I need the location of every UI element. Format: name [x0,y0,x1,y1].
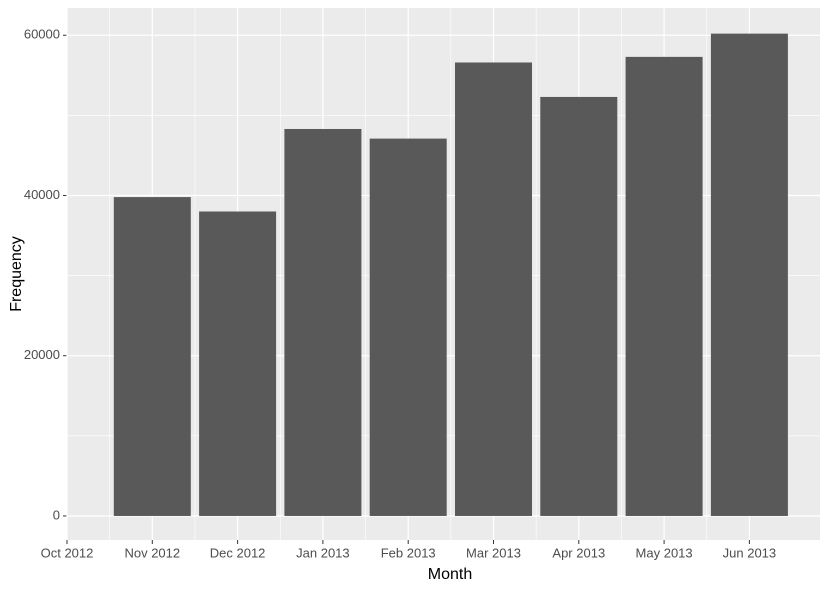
y-axis-title: Frequency [8,236,25,312]
bar [625,56,703,516]
x-axis-title: Month [428,566,472,583]
y-tick-label: 20000 [24,347,60,362]
x-tick-label: Nov 2012 [124,545,180,560]
y-tick-label: 60000 [24,27,60,42]
bar [540,96,618,516]
y-tick-label: 0 [53,507,60,522]
bar [113,197,191,516]
x-tick-label: May 2013 [636,545,693,560]
x-tick-label: Oct 2012 [41,545,94,560]
bar [199,211,277,516]
x-tick-label: Jan 2013 [296,545,350,560]
x-tick-label: Jun 2013 [723,545,777,560]
x-tick-label: Mar 2013 [466,545,521,560]
bar [284,128,362,516]
x-tick-label: Feb 2013 [381,545,436,560]
y-tick-label: 40000 [24,187,60,202]
bar [710,33,788,516]
x-tick-label: Apr 2013 [552,545,605,560]
bar [369,138,447,516]
x-tick-label: Dec 2012 [210,545,266,560]
bar [455,62,532,516]
